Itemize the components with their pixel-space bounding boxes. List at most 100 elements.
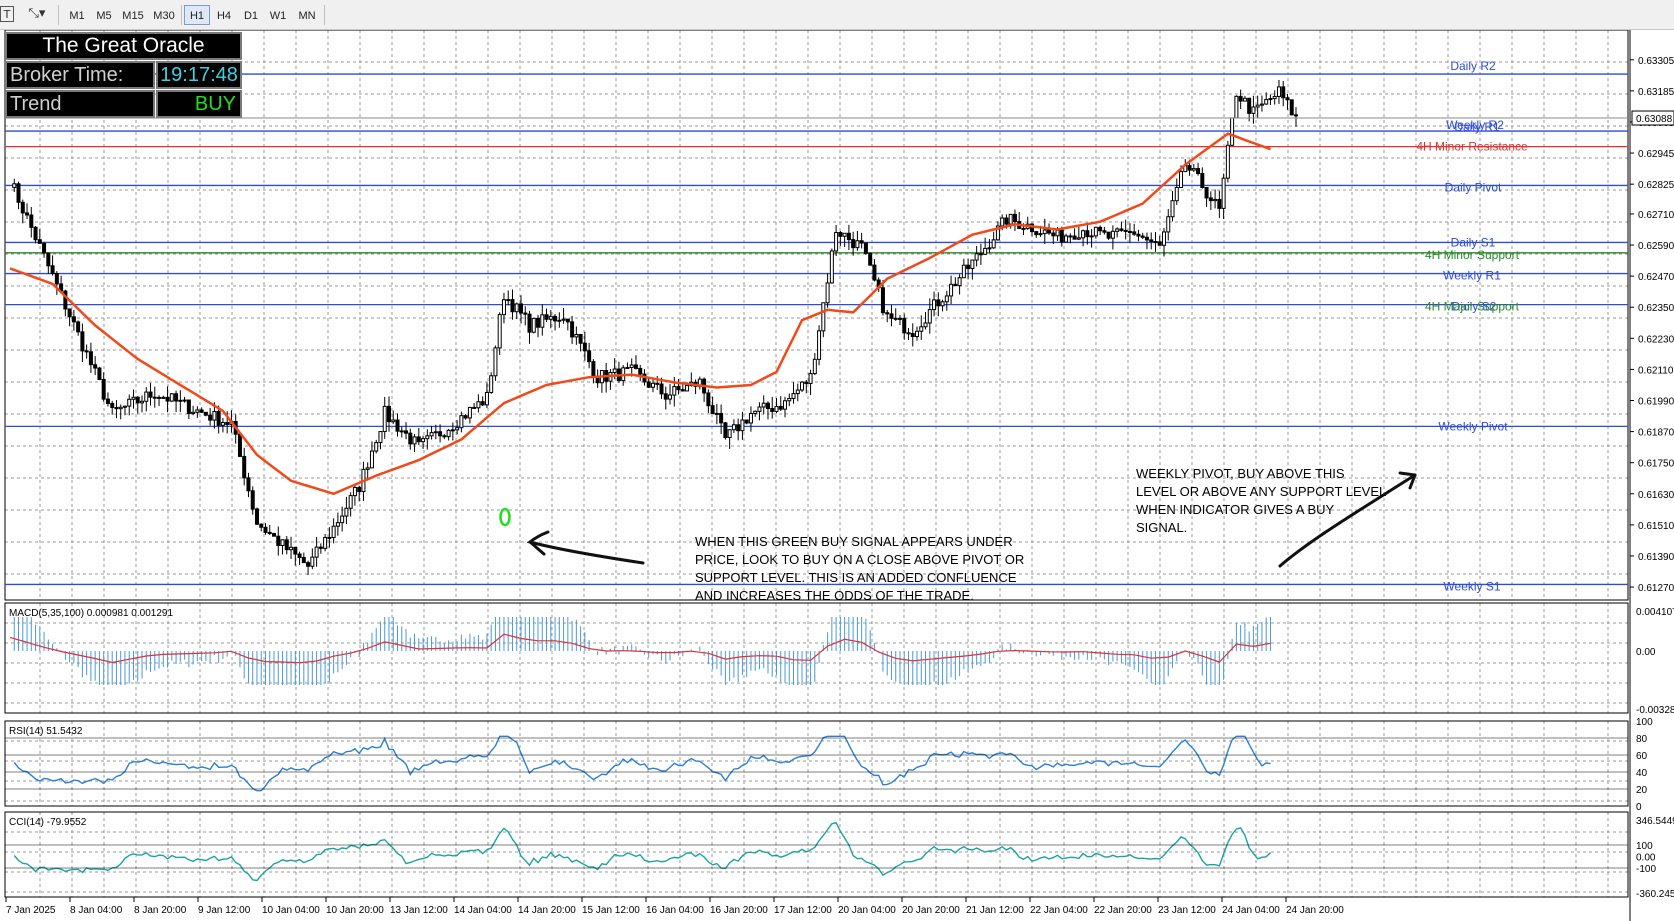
drawing-tools-icon[interactable]: ⤡▾ <box>28 6 46 21</box>
price-tick-label: 0.61750 <box>1638 459 1674 470</box>
candle-body <box>923 322 928 328</box>
candle-body <box>1102 230 1107 233</box>
candle-body <box>110 402 115 408</box>
candle-body <box>825 282 830 304</box>
candle-body <box>727 429 732 438</box>
candle-body <box>365 467 370 470</box>
candle-body <box>195 409 200 413</box>
price-tick-label: 0.63305 <box>1638 56 1674 67</box>
candle-body <box>237 433 242 457</box>
candle-body <box>1242 97 1247 102</box>
candle-body <box>778 405 783 410</box>
candle-body <box>672 386 677 396</box>
candle-body <box>391 419 396 423</box>
candle-body <box>289 546 294 551</box>
level-label-daily-r2: Daily R2 <box>1450 59 1496 73</box>
time-label: 24 Jan 04:00 <box>1222 905 1280 916</box>
candle-body <box>1276 86 1281 97</box>
candle-body <box>114 406 119 410</box>
candle-body <box>983 247 988 255</box>
candle-body <box>208 414 213 421</box>
candle-body <box>161 396 166 399</box>
candle-body <box>723 422 728 438</box>
cci-line <box>13 821 1271 882</box>
candle-body <box>250 490 255 510</box>
candle-body <box>425 435 430 440</box>
candle-body <box>795 389 800 395</box>
timeframe-m30-button[interactable]: M30 <box>153 10 175 22</box>
candle-body <box>889 313 894 319</box>
timeframe-h1-button[interactable]: H1 <box>184 5 210 25</box>
price-tick-label: 0.62710 <box>1638 210 1674 221</box>
candle-body <box>489 375 494 393</box>
timeframe-h4-button[interactable]: H4 <box>216 10 232 22</box>
candle-body <box>510 299 515 313</box>
candle-body <box>33 226 38 241</box>
candle-body <box>663 393 668 400</box>
current-price-box <box>1631 110 1674 126</box>
timeframe-m5-button[interactable]: M5 <box>96 10 112 22</box>
candle-body <box>544 314 549 320</box>
great-oracle-panel: The Great Oracle Broker Time: 19:17:48 T… <box>5 32 242 118</box>
candle-body <box>995 225 1000 241</box>
candle-body <box>817 330 822 360</box>
candle-body <box>587 350 592 363</box>
candle-body <box>416 436 421 443</box>
candle-body <box>783 400 788 410</box>
candle-body <box>340 515 345 524</box>
candle-body <box>216 411 221 426</box>
timeframe-m15-button[interactable]: M15 <box>122 10 144 22</box>
candle-body <box>1161 231 1166 246</box>
candle-body <box>553 315 558 322</box>
candle-body <box>966 264 971 269</box>
candle-body <box>25 212 30 216</box>
candle-body <box>357 487 362 493</box>
rsi-tick-label: 100 <box>1636 717 1653 728</box>
time-label: 20 Jan 04:00 <box>838 905 896 916</box>
candle-body <box>953 283 958 287</box>
candle-body <box>135 396 140 404</box>
candle-body <box>76 321 81 333</box>
macd-signal-line <box>9 633 1271 664</box>
candle-body <box>421 438 426 443</box>
candle-body <box>331 525 336 538</box>
text-tool-icon[interactable]: T <box>0 6 14 22</box>
toolbar-separator <box>58 5 59 25</box>
rsi-label: RSI(14) 51.5432 <box>9 726 83 737</box>
green-buy-signal-icon <box>499 507 511 527</box>
candle-body <box>1136 233 1141 237</box>
candle-body <box>655 382 660 385</box>
timeframe-d1-button[interactable]: D1 <box>243 10 259 22</box>
candle-body <box>1068 235 1073 238</box>
timeframe-w1-button[interactable]: W1 <box>269 10 287 22</box>
timeframe-m1-button[interactable]: M1 <box>69 10 85 22</box>
candle-body <box>501 299 506 316</box>
cci-tick-label: 346.5449 <box>1636 816 1674 827</box>
candle-body <box>118 406 123 410</box>
candle-body <box>1196 168 1201 175</box>
candle-body <box>29 214 34 228</box>
time-label: 16 Jan 20:00 <box>710 905 768 916</box>
candle-body <box>463 415 468 419</box>
candle-body <box>974 253 979 261</box>
candle-body <box>740 419 745 432</box>
candle-body <box>851 239 856 249</box>
candle-body <box>122 405 127 408</box>
candle-body <box>254 508 259 525</box>
candle-body <box>868 252 873 266</box>
candle-body <box>267 531 272 534</box>
candle-body <box>399 430 404 433</box>
candle-body <box>1255 104 1260 108</box>
annotation-arrow-up <box>1278 471 1417 568</box>
candle-body <box>680 389 685 392</box>
candle-body <box>936 299 941 307</box>
candle-body <box>404 430 409 434</box>
timeframe-mn-button[interactable]: MN <box>298 10 316 22</box>
candle-body <box>446 429 451 438</box>
macd-tick-label: -0.003285 <box>1636 705 1674 716</box>
rsi-tick-label: 20 <box>1636 785 1648 796</box>
trend-value: BUY <box>156 90 242 118</box>
candle-body <box>1059 229 1064 243</box>
price-tick-label: 0.61390 <box>1638 552 1674 563</box>
